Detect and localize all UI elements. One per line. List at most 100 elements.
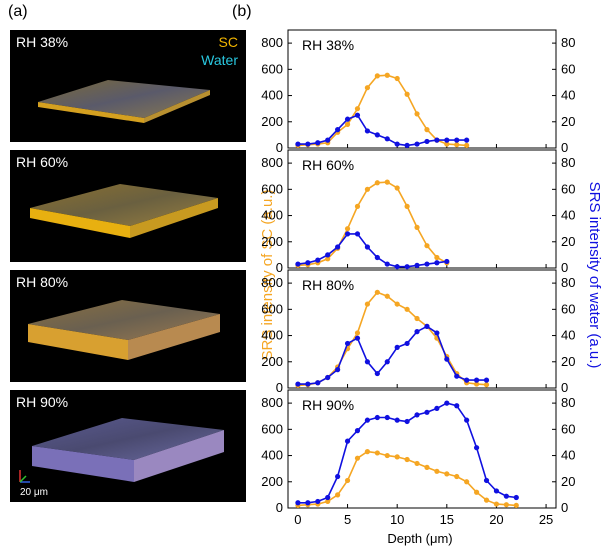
sc-series-line	[297, 74, 467, 147]
tissue-render-image	[19, 418, 224, 483]
panel-frame	[287, 149, 557, 269]
water-data-point	[344, 438, 351, 444]
water-data-point	[364, 359, 371, 365]
water-data-point	[454, 373, 460, 379]
sc-data-point	[404, 91, 410, 97]
y-tick-label-right: 80	[561, 35, 575, 50]
y-tick-label-right: 20	[561, 354, 575, 369]
water-data-point	[404, 142, 410, 148]
water-data-point	[513, 494, 519, 501]
sc-data-point	[483, 497, 490, 503]
water-data-point	[444, 356, 450, 362]
y-axis-left-label: SRS intensity of SC (a.u.)	[259, 190, 276, 361]
water-data-point	[414, 141, 420, 147]
water-data-point	[364, 417, 371, 423]
water-data-point	[404, 264, 410, 270]
sc-data-point	[404, 203, 410, 209]
water-series-line	[297, 233, 447, 268]
panel-frame	[287, 29, 557, 149]
y-tick-label-right: 0	[561, 500, 568, 515]
water-data-point	[344, 231, 351, 237]
panel-rh-label: RH 38%	[302, 37, 354, 53]
water-data-point	[384, 136, 390, 142]
sc-data-point	[335, 492, 341, 498]
sc-data-point	[364, 186, 371, 192]
sc-data-point	[493, 501, 500, 507]
water-data-point	[315, 380, 321, 386]
water-data-point	[434, 260, 440, 266]
sc-data-point	[473, 489, 480, 495]
micrograph-rh38: RH 38% SC Water	[10, 30, 246, 142]
sc-data-point	[354, 330, 361, 336]
y-tick-label-right: 40	[561, 448, 575, 463]
water-data-point	[424, 138, 430, 145]
y-tick-label-left: 0	[276, 260, 283, 275]
x-tick-label: 5	[344, 512, 351, 527]
micrograph-rh90: RH 90% 20 μm	[10, 390, 246, 502]
panel-frame	[287, 269, 557, 389]
water-data-point	[444, 258, 450, 265]
water-data-point	[374, 254, 380, 261]
water-data-point	[335, 367, 341, 373]
water-data-point	[374, 414, 380, 421]
water-data-point	[335, 127, 341, 133]
y-tick-label-right: 60	[561, 421, 575, 436]
y-tick-label-right: 20	[561, 474, 575, 489]
water-data-point	[394, 264, 400, 270]
x-tick-label: 15	[440, 512, 454, 527]
water-data-point	[454, 403, 460, 409]
y-tick-label-left: 200	[261, 234, 283, 249]
sc-data-point	[364, 449, 371, 455]
sc-data-point	[325, 498, 331, 505]
panel-frame	[287, 389, 557, 509]
y-tick-label-right: 60	[561, 61, 575, 76]
sc-data-point	[483, 382, 490, 388]
water-data-point	[354, 231, 361, 237]
y-tick-label-left: 200	[261, 474, 283, 489]
water-data-point	[464, 417, 470, 423]
sc-data-point	[344, 121, 351, 127]
x-tick-label: 10	[390, 512, 404, 527]
water-series-line	[297, 114, 467, 147]
sc-data-point	[414, 315, 420, 322]
scale-bar-label: 20 μm	[20, 487, 48, 498]
sc-data-point	[434, 468, 440, 474]
water-data-point	[374, 370, 380, 377]
sc-data-point	[384, 293, 390, 299]
sc-data-point	[394, 301, 400, 307]
water-data-point	[305, 141, 311, 147]
water-data-point	[473, 377, 480, 383]
y-tick-label-left: 0	[276, 140, 283, 155]
y-tick-label-left: 600	[261, 421, 283, 436]
sc-data-point	[424, 127, 430, 133]
sc-data-point	[454, 473, 460, 480]
sc-data-point	[354, 455, 361, 461]
water-data-point	[315, 140, 321, 146]
micrograph-rh80: RH 80%	[10, 270, 246, 382]
water-data-point	[384, 414, 390, 421]
water-data-point	[424, 261, 430, 267]
y-tick-label-right: 40	[561, 88, 575, 103]
sc-series-line	[297, 181, 448, 267]
water-data-point	[364, 128, 371, 134]
y-tick-label-left: 800	[261, 35, 283, 50]
water-data-point	[394, 417, 400, 423]
water-data-point	[344, 116, 351, 122]
water-data-point	[305, 500, 311, 506]
x-axis-label: Depth (μm)	[387, 531, 452, 546]
micrograph-label: RH 80%	[16, 274, 69, 290]
panel-rh-label: RH 60%	[302, 157, 354, 173]
water-data-point	[295, 141, 301, 147]
sc-data-point	[414, 460, 420, 467]
micrograph-label: RH 90%	[16, 394, 69, 410]
water-data-point	[295, 261, 301, 267]
sc-data-point	[384, 452, 390, 459]
y-tick-label-left: 600	[261, 61, 283, 76]
water-data-point	[364, 244, 371, 250]
sc-data-point	[394, 185, 400, 191]
legend-water-label: Water	[201, 52, 238, 68]
tissue-render-image	[30, 184, 218, 238]
water-data-point	[414, 412, 420, 418]
water-data-point	[493, 488, 500, 494]
water-data-point	[483, 377, 490, 383]
